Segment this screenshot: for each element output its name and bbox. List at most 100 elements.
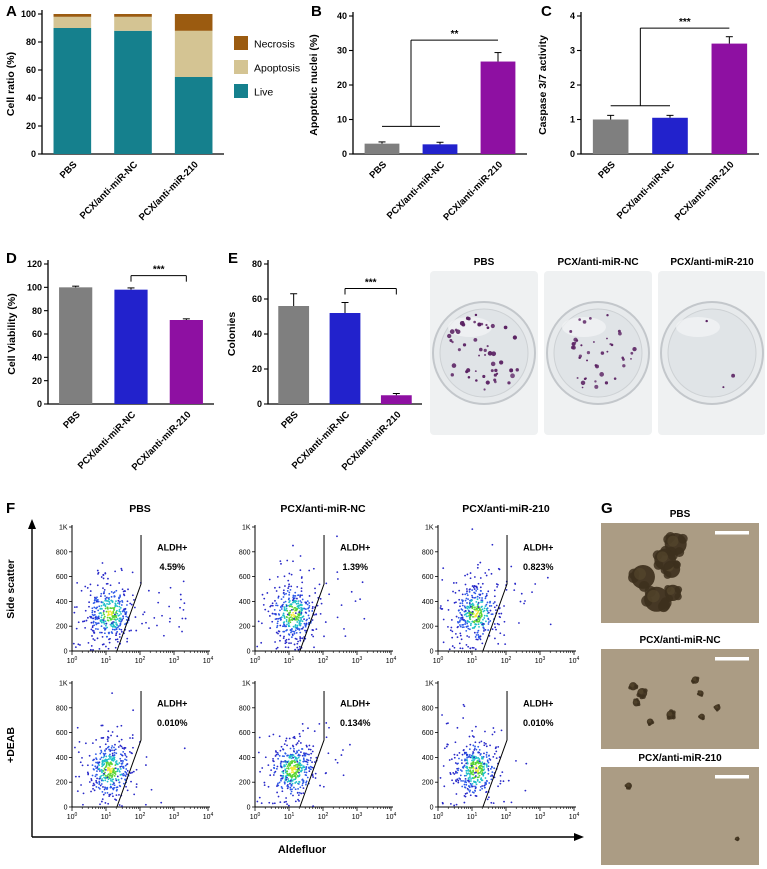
svg-text:400: 400 (422, 599, 434, 606)
svg-text:103: 103 (535, 656, 546, 665)
svg-text:Necrosis: Necrosis (254, 39, 295, 51)
svg-text:103: 103 (352, 656, 363, 665)
svg-text:100: 100 (27, 283, 42, 293)
svg-text:400: 400 (56, 599, 68, 606)
svg-text:1K: 1K (242, 525, 251, 532)
panel-letter-d: D (6, 250, 17, 267)
svg-text:1.39%: 1.39% (343, 562, 369, 572)
svg-text:PCX/anti-miR-NC: PCX/anti-miR-NC (76, 409, 138, 471)
svg-text:ALDH+: ALDH+ (340, 543, 370, 553)
svg-text:0.134%: 0.134% (340, 718, 371, 728)
svg-text:PCX/anti-miR-NC: PCX/anti-miR-NC (557, 257, 638, 268)
svg-text:600: 600 (422, 574, 434, 581)
svg-text:30: 30 (337, 46, 347, 56)
panel-letter-e: E (228, 250, 239, 267)
svg-text:80: 80 (26, 37, 36, 47)
svg-text:PBS: PBS (279, 409, 301, 431)
svg-text:3: 3 (570, 46, 575, 56)
svg-text:Cell Viability (%): Cell Viability (%) (6, 293, 18, 375)
svg-text:800: 800 (56, 705, 68, 712)
svg-text:100: 100 (67, 656, 78, 665)
svg-text:PCX/anti-miR-210: PCX/anti-miR-210 (673, 159, 737, 223)
colony-dish-photos: PBS PCX/anti-miR-NC PCX/anti-miR-210 (430, 257, 765, 435)
svg-text:104: 104 (203, 812, 214, 821)
svg-text:20: 20 (26, 121, 36, 131)
svg-text:0.823%: 0.823% (523, 562, 554, 572)
svg-text:600: 600 (56, 574, 68, 581)
panel-letter-c: C (541, 3, 552, 20)
svg-text:Cell ratio (%): Cell ratio (%) (5, 52, 17, 116)
svg-text:Apoptotic nuclei (%): Apoptotic nuclei (%) (308, 34, 320, 136)
svg-text:PCX/anti-miR-210: PCX/anti-miR-210 (462, 503, 550, 515)
svg-text:Aldefluor: Aldefluor (278, 844, 327, 856)
svg-text:0.010%: 0.010% (157, 718, 188, 728)
svg-text:1K: 1K (59, 525, 68, 532)
svg-text:400: 400 (239, 599, 251, 606)
svg-text:20: 20 (32, 376, 42, 386)
svg-text:100: 100 (250, 656, 261, 665)
svg-text:0: 0 (430, 805, 434, 812)
svg-text:200: 200 (422, 780, 434, 787)
svg-text:101: 101 (284, 656, 295, 665)
svg-text:0: 0 (247, 805, 251, 812)
svg-text:102: 102 (135, 812, 146, 821)
svg-text:104: 104 (569, 656, 580, 665)
svg-text:0: 0 (570, 149, 575, 159)
svg-text:40: 40 (26, 93, 36, 103)
svg-text:120: 120 (27, 259, 42, 269)
svg-text:Caspase 3/7 activity: Caspase 3/7 activity (537, 35, 549, 135)
svg-text:40: 40 (252, 329, 262, 339)
svg-text:400: 400 (239, 755, 251, 762)
svg-text:100: 100 (21, 9, 36, 19)
svg-text:0: 0 (247, 649, 251, 656)
svg-text:0: 0 (31, 149, 36, 159)
svg-text:PCX/anti-miR-NC: PCX/anti-miR-NC (385, 159, 447, 221)
svg-text:0: 0 (37, 399, 42, 409)
svg-text:104: 104 (203, 656, 214, 665)
flow-cytometry-panel: PBS PCX/anti-miR-NC PCX/anti-miR-210 Side s… (5, 503, 584, 856)
svg-text:100: 100 (250, 812, 261, 821)
svg-text:101: 101 (467, 656, 478, 665)
svg-text:PCX/anti-miR-210: PCX/anti-miR-210 (137, 159, 201, 223)
svg-text:PCX/anti-miR-210: PCX/anti-miR-210 (638, 753, 722, 764)
svg-text:0: 0 (342, 149, 347, 159)
svg-text:800: 800 (56, 549, 68, 556)
svg-text:Apoptosis: Apoptosis (254, 63, 300, 75)
svg-text:PCX/anti-miR-NC: PCX/anti-miR-NC (78, 159, 140, 221)
svg-text:PBS: PBS (61, 409, 83, 431)
svg-text:200: 200 (422, 624, 434, 631)
svg-text:1K: 1K (425, 525, 434, 532)
svg-text:PBS: PBS (670, 509, 691, 520)
svg-text:2: 2 (570, 80, 575, 90)
svg-text:800: 800 (239, 549, 251, 556)
svg-text:101: 101 (101, 656, 112, 665)
svg-text:***: *** (679, 17, 691, 28)
svg-text:200: 200 (239, 624, 251, 631)
panel-letter-f: F (6, 500, 16, 517)
svg-text:0: 0 (64, 649, 68, 656)
svg-text:104: 104 (386, 812, 397, 821)
svg-text:60: 60 (252, 294, 262, 304)
svg-text:80: 80 (252, 259, 262, 269)
svg-text:101: 101 (467, 812, 478, 821)
svg-text:800: 800 (422, 705, 434, 712)
svg-text:0: 0 (430, 649, 434, 656)
svg-text:0: 0 (257, 399, 262, 409)
svg-text:PCX/anti-miR-NC: PCX/anti-miR-NC (280, 503, 366, 515)
svg-text:Colonies: Colonies (226, 312, 238, 356)
svg-text:200: 200 (239, 780, 251, 787)
svg-text:PCX/anti-miR-NC: PCX/anti-miR-NC (639, 635, 720, 646)
svg-text:103: 103 (169, 812, 180, 821)
svg-text:0.010%: 0.010% (523, 718, 554, 728)
panel-letter-g: G (601, 500, 613, 517)
svg-text:PCX/anti-miR-210: PCX/anti-miR-210 (670, 257, 754, 268)
svg-text:60: 60 (32, 329, 42, 339)
svg-text:ALDH+: ALDH+ (340, 699, 370, 709)
svg-text:102: 102 (135, 656, 146, 665)
svg-text:PCX/anti-miR-NC: PCX/anti-miR-NC (615, 159, 677, 221)
